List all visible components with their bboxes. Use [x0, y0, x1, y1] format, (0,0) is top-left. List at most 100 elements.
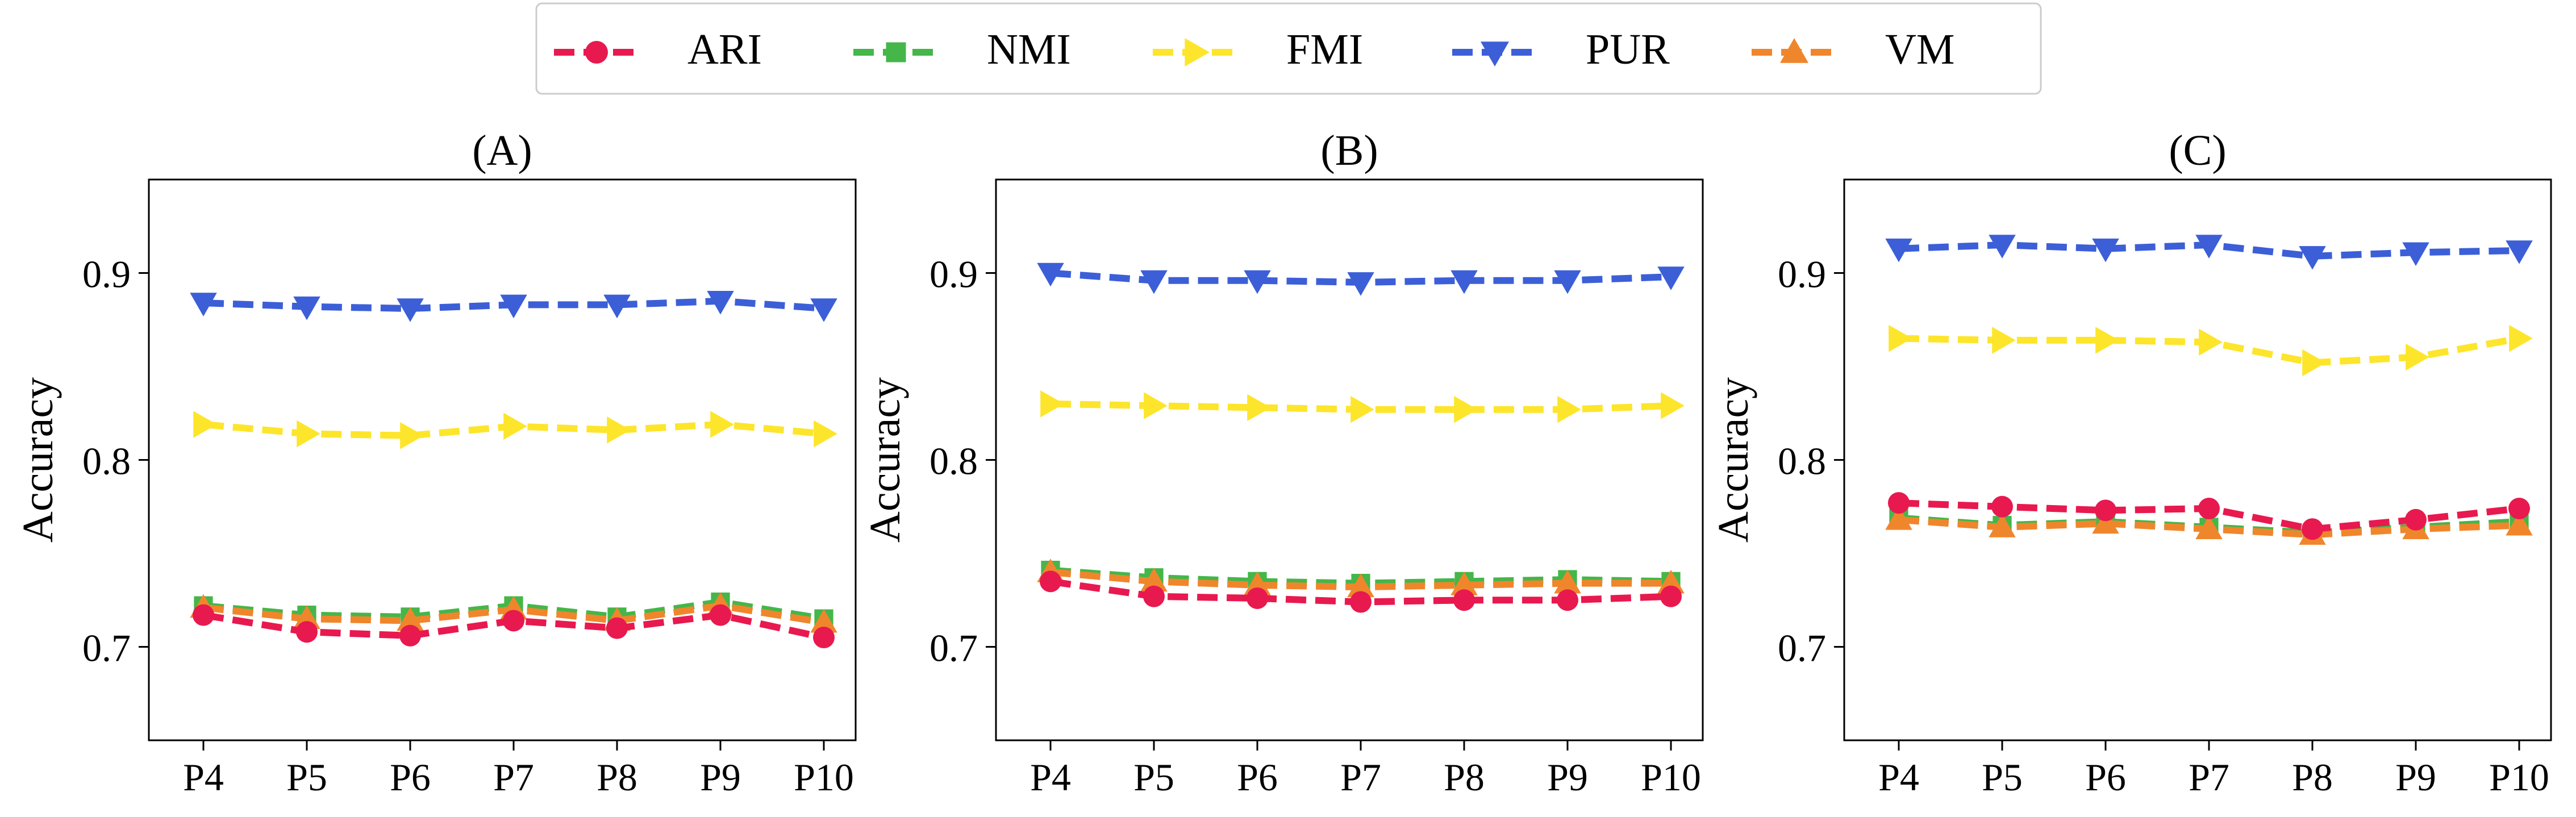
data-point-fmi [710, 411, 734, 438]
data-point-ari [1888, 492, 1910, 514]
data-point-vm [1450, 572, 1478, 595]
data-point-vm [1554, 569, 1581, 594]
data-point-fmi [400, 422, 424, 449]
data-point-fmi [1350, 395, 1374, 423]
series-pur [1885, 235, 2533, 270]
data-point-ari [1991, 495, 2013, 518]
data-point-fmi [1040, 390, 1064, 418]
data-point-vm [2195, 515, 2223, 539]
legend-entry-pur: PUR [1452, 26, 1670, 73]
x-tick-label: P7 [2189, 756, 2229, 799]
x-tick-label: P7 [1340, 756, 1381, 799]
data-point-ari [1143, 585, 1165, 607]
data-point-ari [399, 624, 421, 647]
x-tick-label: P8 [597, 756, 637, 799]
legend-marker-vm [1780, 38, 1808, 63]
data-point-fmi [1661, 392, 1685, 419]
data-point-pur [1037, 262, 1064, 287]
x-tick-label: P8 [1444, 756, 1485, 799]
charts: (A) Accuracy 0.7 0.8 0.9 P4 P5 P6 P7 P8 P9 P10 (B) Ac… [14, 127, 2552, 799]
legend-entry-nmi: NMI [853, 26, 1071, 73]
x-tick-label: P6 [1237, 756, 1278, 799]
legend-marker-nmi [886, 42, 906, 62]
data-point-ari [503, 610, 524, 632]
plot-frame [1843, 178, 2552, 741]
data-point-pur [810, 298, 837, 322]
data-point-fmi [1992, 327, 2016, 354]
plot-frame [995, 178, 1704, 741]
data-point-ari [193, 604, 214, 626]
data-point-ari [296, 621, 318, 643]
y-tick-label: 0.7 [82, 627, 131, 670]
x-tick-label: P4 [1030, 756, 1071, 799]
series-pur [1037, 262, 1685, 296]
x-tick-label: P5 [286, 756, 327, 799]
data-point-ari [606, 617, 628, 639]
data-point-ari [1660, 585, 1682, 607]
data-point-pur [2299, 246, 2326, 270]
series-pur [190, 291, 837, 322]
data-point-pur [1140, 270, 1168, 294]
data-point-pur [707, 291, 734, 315]
y-tick-label: 0.9 [1778, 253, 1826, 296]
data-point-pur [1989, 235, 2016, 259]
data-point-pur [1554, 270, 1581, 294]
data-point-pur [2402, 242, 2429, 266]
panel-title: (B) [1320, 127, 1378, 174]
y-tick-label: 0.8 [929, 440, 978, 483]
legend-label-pur: PUR [1586, 26, 1670, 73]
series-fmi [1040, 390, 1685, 423]
legend-label-fmi: FMI [1286, 26, 1363, 73]
data-point-vm [1989, 514, 2016, 537]
legend-label-vm: VM [1885, 26, 1954, 73]
data-point-pur [2092, 238, 2119, 262]
data-point-vm [1244, 572, 1271, 595]
data-point-fmi [2509, 324, 2533, 352]
data-point-fmi [2302, 349, 2326, 377]
panel-a: (A) Accuracy 0.7 0.8 0.9 P4 P5 P6 P7 P8 P9 P10 [14, 127, 857, 799]
data-point-fmi [1144, 392, 1168, 419]
series-ari [193, 604, 835, 649]
y-axis-label: Accuracy [861, 377, 909, 543]
data-point-fmi [503, 412, 527, 440]
data-point-ari [2405, 508, 2427, 531]
data-point-vm [1657, 569, 1685, 594]
data-point-pur [1885, 238, 1912, 262]
data-point-fmi [607, 416, 631, 444]
data-point-vm [1347, 573, 1374, 597]
legend-marker-fmi [1185, 38, 1210, 66]
data-point-pur [1347, 272, 1374, 296]
legend-label-nmi: NMI [987, 26, 1071, 73]
legend-frame [535, 2, 2042, 95]
data-point-pur [293, 296, 320, 320]
data-point-ari [2508, 498, 2530, 520]
legend: ARI NMI FMI PUR VM [535, 2, 2042, 95]
data-point-pur [2195, 235, 2223, 259]
data-point-vm [2092, 510, 2119, 534]
x-tick-label: P9 [1547, 756, 1588, 799]
data-point-fmi [1889, 324, 1912, 352]
x-tick-label: P6 [390, 756, 431, 799]
data-point-ari [1350, 591, 1372, 613]
data-point-fmi [2095, 327, 2119, 354]
y-tick-label: 0.8 [82, 440, 131, 483]
data-point-pur [1450, 270, 1478, 294]
panel-c: (C) Accuracy 0.7 0.8 0.9 P4 P5 P6 P7 P8 P9 P10 [1710, 127, 2552, 799]
data-point-vm [293, 605, 320, 629]
x-tick-label: P4 [1878, 756, 1919, 799]
y-tick-label: 0.7 [1778, 627, 1826, 670]
x-tick-label: P6 [2085, 756, 2126, 799]
data-point-fmi [2199, 328, 2223, 356]
x-tick-label: P10 [794, 756, 854, 799]
series-ari [1888, 492, 2530, 540]
panel-title: (A) [472, 127, 532, 174]
x-tick-label: P9 [700, 756, 741, 799]
data-point-vm [397, 607, 424, 631]
y-tick-label: 0.8 [1778, 440, 1826, 483]
y-tick-label: 0.7 [929, 627, 978, 670]
legend-entry-ari: ARI [554, 26, 762, 73]
y-axis-label: Accuracy [1710, 377, 1757, 543]
x-tick-label: P7 [493, 756, 534, 799]
x-tick-label: P10 [1641, 756, 1701, 799]
